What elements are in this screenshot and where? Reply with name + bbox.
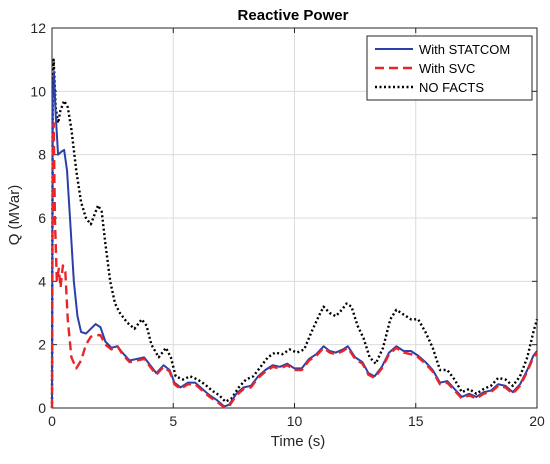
x-tick-label: 20 bbox=[529, 413, 545, 429]
chart-title: Reactive Power bbox=[238, 7, 349, 24]
legend: With STATCOM With SVC NO FACTS bbox=[366, 35, 533, 101]
x-tick-label: 0 bbox=[48, 413, 56, 429]
legend-label: With SVC bbox=[419, 61, 475, 76]
y-tick-label: 8 bbox=[38, 147, 46, 163]
y-tick-label: 2 bbox=[38, 337, 46, 353]
x-tick-label: 5 bbox=[169, 413, 177, 429]
x-axis-ticks: 0 5 10 15 20 bbox=[48, 28, 545, 429]
y-tick-label: 4 bbox=[38, 273, 46, 289]
y-tick-label: 6 bbox=[38, 210, 46, 226]
y-tick-label: 10 bbox=[30, 83, 46, 99]
y-tick-label: 12 bbox=[30, 20, 46, 36]
x-tick-label: 15 bbox=[408, 413, 424, 429]
legend-label: With STATCOM bbox=[419, 42, 510, 57]
x-tick-label: 10 bbox=[287, 413, 303, 429]
series-line-with-svc bbox=[50, 121, 538, 409]
legend-label: NO FACTS bbox=[419, 80, 484, 95]
series-line-no-facts bbox=[50, 58, 539, 409]
y-axis-label: Q (MVar) bbox=[6, 185, 23, 246]
x-axis-label: Time (s) bbox=[271, 433, 325, 450]
series-layer bbox=[50, 58, 539, 409]
y-tick-label: 0 bbox=[38, 400, 46, 416]
